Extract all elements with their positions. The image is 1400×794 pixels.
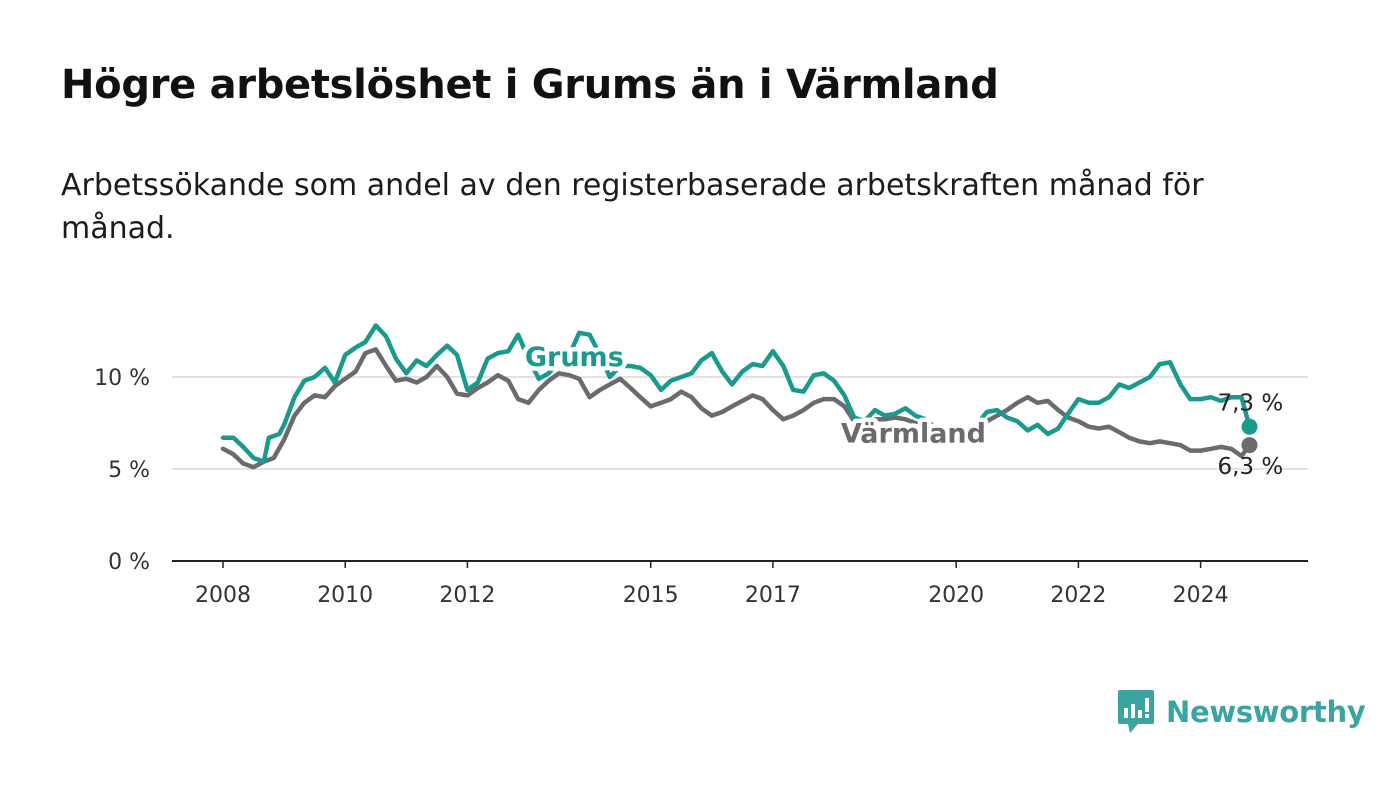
x-tick-label: 2024 <box>1173 583 1229 608</box>
x-tick-label: 2015 <box>623 583 679 608</box>
series-label-grums: Grums <box>525 342 624 373</box>
series-label-varmland: Värmland <box>841 418 986 449</box>
end-label-grums: 7,3 % <box>1217 391 1283 417</box>
x-tick-label: 2012 <box>439 583 495 608</box>
x-tick-label: 2008 <box>195 583 251 608</box>
y-tick-label: 10 % <box>94 366 150 391</box>
x-tick-label: 2010 <box>317 583 373 608</box>
y-tick-label: 0 % <box>108 550 150 575</box>
x-tick-label: 2017 <box>745 583 801 608</box>
y-tick-label: 5 % <box>108 458 150 483</box>
end-point-varmland <box>1241 437 1258 454</box>
chart-subtitle: Arbetssökande som andel av den registerb… <box>61 168 1204 246</box>
brand-name: Newsworthy <box>1166 695 1366 729</box>
newsworthy-logo-icon <box>1118 690 1154 733</box>
series-line-varmland <box>220 347 1252 470</box>
end-point-grums <box>1241 418 1258 435</box>
newsworthy-brand[interactable]: Newsworthy <box>1118 690 1366 734</box>
series-line-grums <box>220 323 1252 464</box>
x-tick-label: 2022 <box>1050 583 1106 608</box>
end-label-varmland: 6,3 % <box>1217 454 1283 480</box>
chart-title: Högre arbetslöshet i Grums än i Värmland <box>61 62 999 108</box>
x-tick-label: 2020 <box>928 583 984 608</box>
